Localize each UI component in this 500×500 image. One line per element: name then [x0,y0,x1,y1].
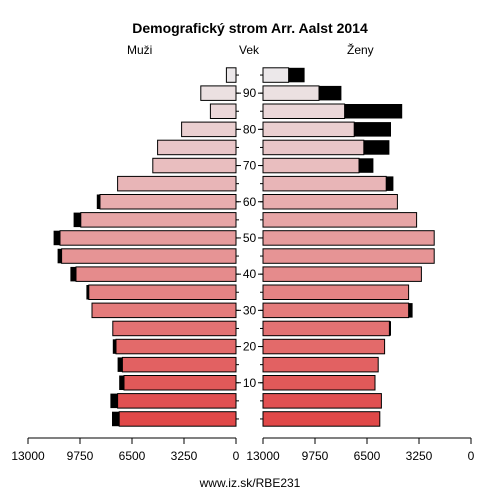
female-bar-40-44 [262,266,422,282]
male-bar-5-9 [117,393,237,409]
male-excess-10-14 [119,375,124,390]
age-tick-label: 80 [243,122,257,136]
age-tick-label: 40 [243,267,257,281]
age-tick-label: 10 [243,376,257,390]
male-bar-65-69 [117,175,237,192]
age-tick-label: 20 [243,340,257,354]
female-x-tick-label: 6500 [354,449,381,463]
male-bar-60-64 [99,194,237,210]
male-excess-20-24 [112,339,116,354]
female-bar-35-39 [262,284,410,300]
male-bar-0-4 [118,411,237,427]
male-bar-30-34 [91,302,237,319]
male-bar-85-89 [209,103,237,119]
female-excess-65-69 [386,176,394,191]
female-bar-5-9 [262,393,382,409]
female-bar-70-74 [262,157,360,174]
female-bar-60-64 [262,194,398,210]
female-bar-0-4 [262,411,381,427]
female-bar-20-24 [262,338,386,355]
male-bar-40-44 [75,266,237,282]
female-excess-70-74 [359,158,374,173]
age-tick-label: 90 [243,86,257,100]
male-x-tick-label: 13000 [11,449,45,463]
female-bar-25-29 [262,320,390,337]
female-excess-80-84 [354,122,391,137]
male-excess-15-19 [117,357,123,372]
female-bar-10-14 [262,375,376,391]
female-excess-30-34 [408,303,413,318]
male-excess-45-49 [57,248,62,264]
female-x-tick-label: 0 [468,449,475,463]
male-bar-10-14 [123,375,237,391]
male-bar-undefined [225,67,237,83]
male-x-tick-label: 0 [233,449,240,463]
male-bar-80-84 [181,121,237,138]
female-bar-45-49 [262,248,435,264]
chart-title: Demografický strom Arr. Aalst 2014 [132,20,368,36]
female-excess-undefined [288,67,305,83]
male-bar-25-29 [112,320,237,337]
male-x-tick-label: 6500 [119,449,146,463]
female-bar-50-54 [262,230,435,246]
age-tick-label: 70 [243,159,257,173]
male-excess-0-4 [112,411,120,427]
female-excess-85-89 [344,104,403,119]
female-excess-90+ [319,85,342,101]
age-tick-label: 60 [243,195,257,209]
female-excess-25-29 [389,321,391,336]
female-x-tick-label: 3250 [406,449,433,463]
male-excess-55-59 [73,212,81,228]
male-excess-5-9 [110,393,118,409]
male-bar-50-54 [59,230,237,246]
male-x-tick-label: 9750 [67,449,94,463]
male-bar-75-79 [157,139,237,156]
female-bar-85-89 [262,103,346,119]
female-bar-90+ [262,85,320,101]
female-bar-65-69 [262,175,387,192]
male-bar-45-49 [61,248,237,264]
female-x-tick-label: 9750 [302,449,329,463]
female-bar-15-19 [262,356,379,373]
male-bar-20-24 [115,338,237,355]
female-bar-undefined [262,67,290,83]
male-header: Muži [127,43,153,57]
male-excess-50-54 [53,230,60,246]
age-header: Vek [239,43,260,57]
age-tick-label: 30 [243,303,257,317]
source-url: www.iz.sk/RBE231 [199,476,301,490]
male-excess-35-39 [86,285,89,300]
male-bar-55-59 [80,212,237,228]
male-bar-70-74 [152,157,237,174]
female-excess-75-79 [363,140,390,155]
male-x-tick-label: 3250 [171,449,198,463]
male-excess-60-64 [96,194,100,209]
male-bar-35-39 [88,284,237,300]
female-bar-80-84 [262,121,355,138]
age-tick-label: 50 [243,231,257,245]
female-bar-75-79 [262,139,365,156]
female-header: Ženy [347,43,374,57]
male-excess-40-44 [70,266,76,282]
male-bar-15-19 [121,356,237,373]
female-bar-30-34 [262,302,410,319]
female-x-tick-label: 13000 [246,449,280,463]
male-bar-90+ [200,85,237,101]
female-bar-55-59 [262,212,418,228]
